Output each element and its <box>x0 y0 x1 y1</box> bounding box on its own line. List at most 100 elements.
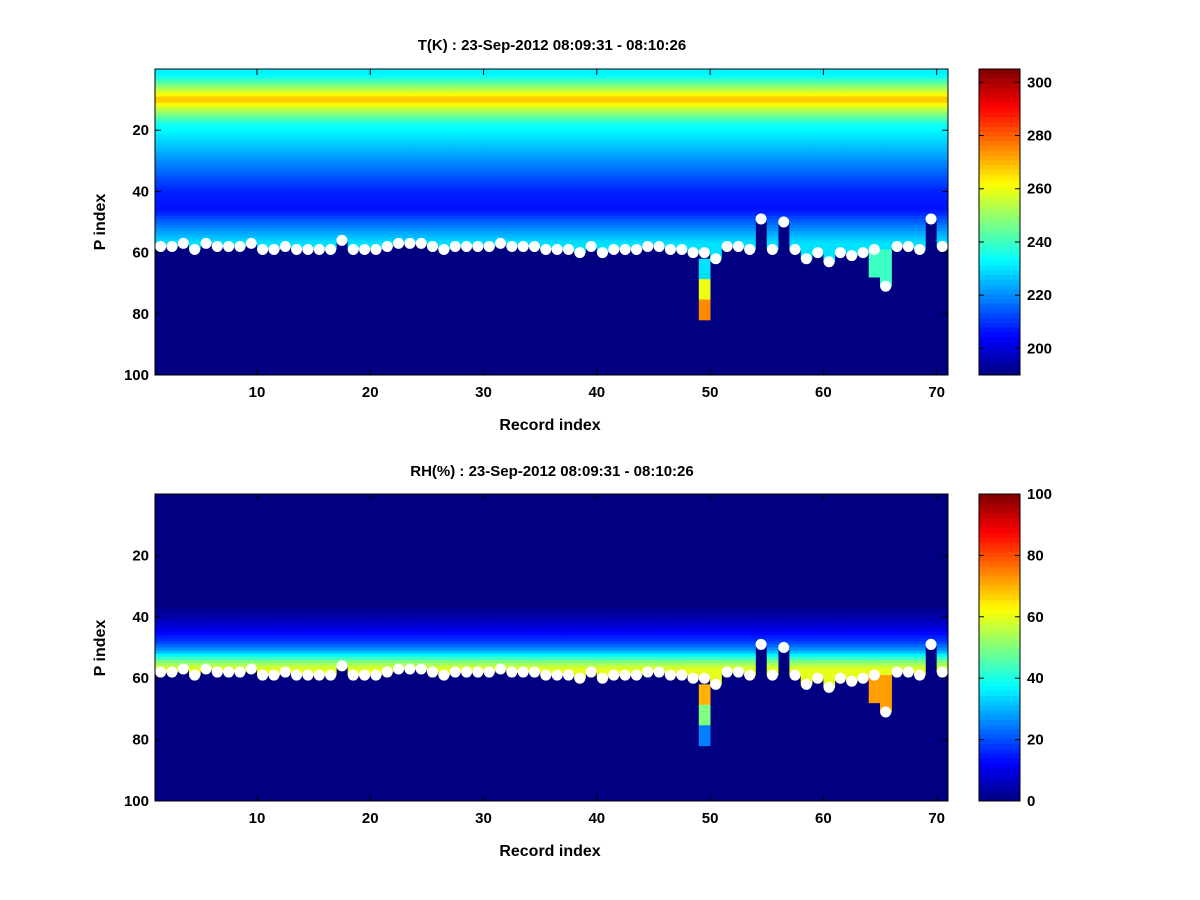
heatmap-cell <box>868 136 881 140</box>
heatmap-cell <box>234 197 247 201</box>
heatmap-cell <box>608 215 620 220</box>
heatmap-cell <box>290 84 303 88</box>
heatmap-cell <box>188 576 201 581</box>
heatmap-cell <box>766 234 779 238</box>
heatmap-cell <box>155 595 167 599</box>
heatmap-cell <box>494 127 507 131</box>
heatmap-cell <box>517 215 530 220</box>
heatmap-cell <box>846 179 858 183</box>
surface-marker <box>302 244 314 256</box>
heatmap-cell <box>744 130 756 134</box>
heatmap-cell <box>472 78 484 82</box>
heatmap-cell <box>891 212 904 217</box>
heatmap-cell <box>642 231 654 235</box>
heatmap-cell <box>823 136 836 140</box>
heatmap-cell <box>245 166 258 171</box>
heatmap-cell <box>313 197 326 201</box>
heatmap-cell <box>528 136 541 140</box>
heatmap-cell <box>279 558 292 562</box>
heatmap-cell <box>381 121 394 125</box>
heatmap-cell <box>936 218 949 223</box>
heatmap-cell <box>744 121 756 125</box>
heatmap-cell <box>846 81 858 85</box>
heatmap-cell <box>630 114 643 119</box>
heatmap-cell <box>256 512 269 516</box>
heatmap-cell <box>800 206 813 211</box>
heatmap-cell <box>155 105 167 110</box>
heatmap-cell <box>268 197 281 201</box>
heatmap-cell <box>200 607 213 612</box>
heatmap-cell <box>415 111 428 116</box>
surface-marker <box>336 234 348 246</box>
heatmap-cell <box>664 166 677 171</box>
heatmap-cell <box>155 179 167 183</box>
heatmap-cell <box>653 102 666 107</box>
heatmap-cell <box>200 200 213 205</box>
heatmap-cell <box>902 130 915 134</box>
heatmap-cell <box>256 515 269 519</box>
heatmap-cell <box>200 87 213 91</box>
heatmap-cell <box>222 647 235 651</box>
heatmap-cell <box>891 81 904 85</box>
heatmap-cell <box>268 500 281 504</box>
heatmap-cell <box>574 206 586 211</box>
heatmap-cell <box>517 191 530 195</box>
heatmap-cell <box>880 194 892 198</box>
heatmap-cell <box>891 117 904 122</box>
heatmap-cell <box>642 114 654 119</box>
heatmap-cell <box>494 154 507 159</box>
heatmap-cell <box>528 93 541 97</box>
heatmap-cell <box>166 626 179 630</box>
heatmap-cell <box>800 234 813 238</box>
heatmap-cell <box>200 127 213 131</box>
heatmap-cell <box>732 166 745 171</box>
heatmap-cell <box>234 188 247 192</box>
heatmap-cell <box>200 638 213 642</box>
heatmap-cell <box>460 78 473 82</box>
heatmap-cell <box>370 194 382 198</box>
heatmap-cell <box>290 72 303 76</box>
heatmap-cell <box>551 173 564 177</box>
heatmap-cell <box>585 194 598 198</box>
heatmap-cell <box>234 148 247 153</box>
heatmap-cell <box>188 75 201 79</box>
heatmap-cell <box>630 75 643 79</box>
heatmap-cell <box>313 209 326 214</box>
heatmap-cell <box>732 69 745 73</box>
heatmap-cell <box>460 166 473 171</box>
heatmap-cell <box>166 604 179 608</box>
heatmap-cell <box>155 540 167 544</box>
heatmap-cell <box>381 72 394 76</box>
heatmap-cell <box>710 225 722 229</box>
heatmap-cell <box>483 151 496 156</box>
heatmap-cell <box>494 130 507 134</box>
heatmap-cell <box>256 121 269 125</box>
colorbar-segment <box>979 336 1020 343</box>
heatmap-cell <box>551 212 564 217</box>
surface-marker <box>461 240 473 252</box>
heatmap-cell <box>404 84 416 88</box>
heatmap-cell <box>551 185 564 189</box>
heatmap-cell <box>517 133 530 137</box>
heatmap-cell <box>268 527 281 532</box>
heatmap-cell <box>812 133 824 137</box>
heatmap-cell <box>891 145 904 149</box>
heatmap-cell <box>517 69 530 73</box>
heatmap-cell <box>642 151 654 156</box>
heatmap-cell <box>256 231 269 235</box>
colorbar-segment <box>979 279 1020 285</box>
heatmap-cell <box>336 99 348 104</box>
heatmap-cell <box>812 212 824 217</box>
heatmap-cell <box>222 228 235 232</box>
heatmap-cell <box>166 616 179 621</box>
heatmap-cell <box>336 197 348 201</box>
heatmap-cell <box>834 136 847 140</box>
heatmap-cell <box>812 75 824 79</box>
heatmap-cell <box>619 203 632 208</box>
heatmap-cell <box>200 166 213 171</box>
heatmap-cell <box>404 191 416 195</box>
heatmap-cell <box>245 117 258 122</box>
heatmap-cell <box>336 114 348 119</box>
heatmap-cell <box>676 200 688 205</box>
heatmap-cell <box>891 166 904 171</box>
